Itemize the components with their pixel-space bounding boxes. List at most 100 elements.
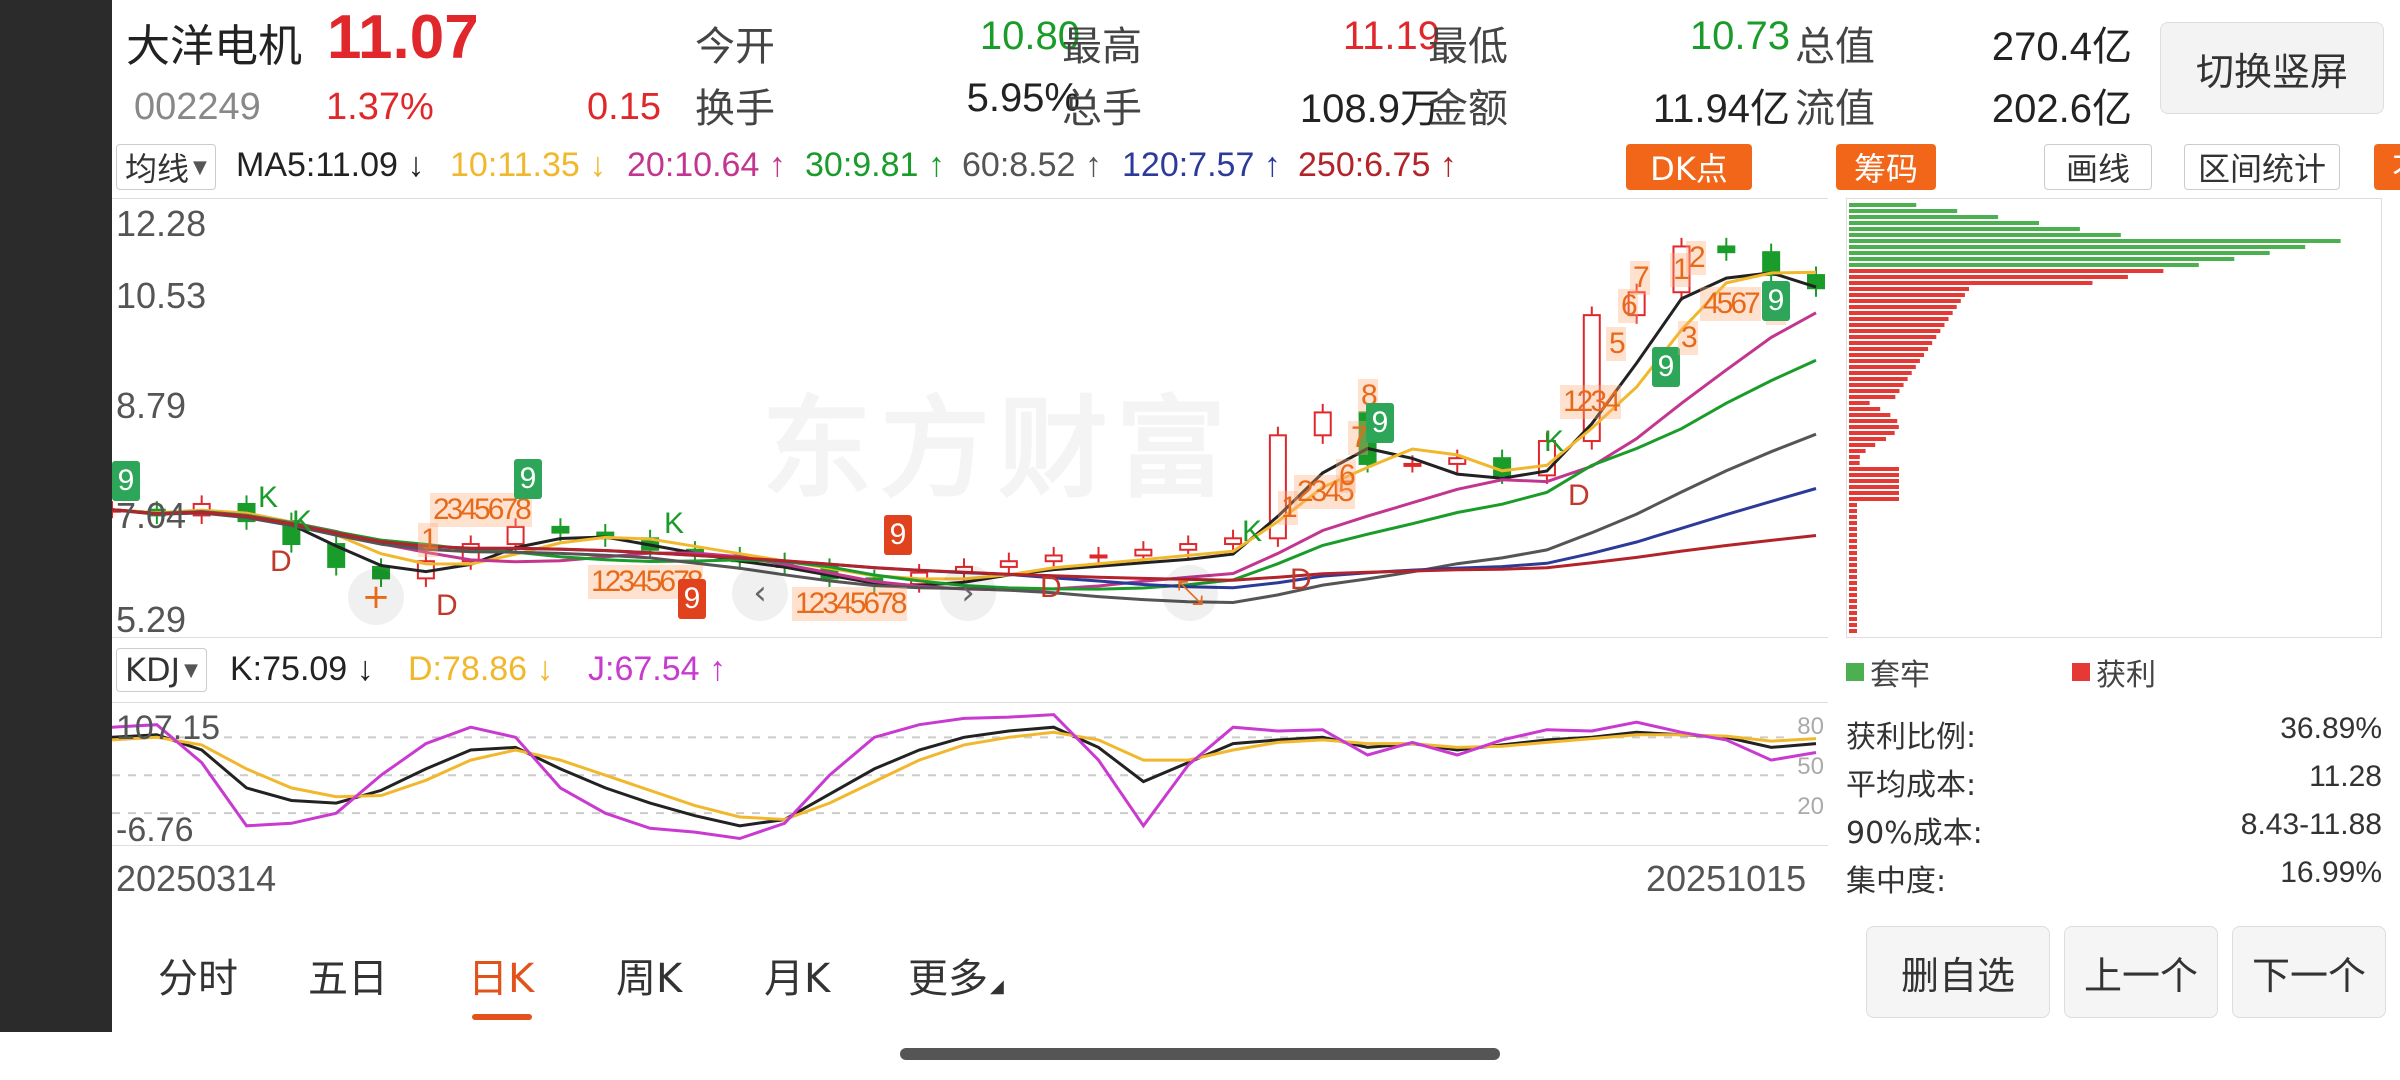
chip-bar — [1849, 311, 1953, 315]
ma-selector[interactable]: 均线 ▼ — [116, 144, 216, 190]
chip-stat-row: 90%成本: 8.43-11.88 — [1846, 808, 2382, 852]
dropdown-triangle-icon: ▼ — [193, 156, 207, 178]
tab-weekly-k[interactable]: 周K — [616, 956, 683, 1002]
previous-stock-button[interactable]: 上一个 — [2064, 926, 2218, 1018]
chip-bar — [1849, 503, 1857, 507]
kdj-chart[interactable]: 107.15 -6.76 80 50 20 — [112, 702, 1828, 849]
kdj-ref-20: 20 — [1797, 793, 1824, 820]
chip-bar — [1849, 539, 1857, 543]
chip-bar — [1849, 419, 1898, 423]
chip-stat-value: 16.99% — [2280, 856, 2382, 889]
nine-signal-marker: 9 — [1366, 403, 1394, 443]
chip-bar — [1849, 329, 1941, 333]
switch-portrait-button[interactable]: 切换竖屏 — [2160, 22, 2384, 114]
tab-daily-k[interactable]: 日K — [468, 956, 535, 1002]
sequence-marker: 12345678 — [792, 587, 907, 621]
candle-body — [999, 560, 1018, 568]
legend-trapped-label: 套牢 — [1870, 658, 1930, 693]
ma-selector-label: 均线 — [125, 150, 190, 188]
kline-chart[interactable]: 东方财富 12.28 10.53 8.79 7.04 5.29 9 K K D … — [112, 198, 1828, 640]
high-label: 最高 — [1062, 24, 1142, 70]
chip-bar — [1849, 593, 1857, 597]
tab-five-day[interactable]: 五日 — [308, 956, 388, 1002]
candle-body — [1044, 554, 1063, 563]
amount-value: 11.94亿 — [1652, 87, 1790, 131]
chip-bar — [1849, 617, 1857, 621]
candle-body — [1627, 291, 1646, 317]
indicator-selector[interactable]: KDJ ▼ — [116, 648, 207, 692]
chips-button[interactable]: 筹码 — [1836, 144, 1936, 190]
sequence-marker: 7 — [1630, 261, 1650, 295]
kdj-j-value: J:67.54 ↑ — [588, 650, 726, 688]
chip-stat-label: 获利比例: — [1846, 720, 1977, 755]
collapse-icon[interactable]: ⤡ — [1162, 565, 1218, 621]
chip-bar — [1849, 527, 1857, 531]
tab-more-label: 更多 — [908, 956, 988, 1002]
chip-bar — [1849, 359, 1920, 363]
sequence-marker: 5 — [1606, 327, 1626, 361]
legend-profit: 获利 — [2072, 650, 2156, 694]
ma-bar: 均线 ▼ MA5:11.09 ↓ 10:11.35 ↓ 20:10.64 ↑ 30… — [112, 140, 2400, 196]
legend-swatch — [1846, 663, 1864, 681]
no-adjust-button[interactable]: 不复权 — [2374, 144, 2400, 190]
chip-bar — [1849, 629, 1857, 633]
price-axis-tick: 7.04 — [116, 495, 187, 536]
kdj-axis-bottom: -6.76 — [116, 811, 194, 849]
kdj-bar: KDJ ▼ K:75.09 ↓ D:78.86 ↓ J:67.54 ↑ — [112, 646, 1828, 696]
d-signal-marker: D — [436, 589, 458, 622]
price-axis-tick: 5.29 — [116, 599, 187, 640]
sequence-marker: 7 — [1348, 421, 1368, 455]
chip-bar — [1849, 443, 1876, 447]
scroll-left-icon[interactable]: ‹ — [732, 565, 788, 621]
chip-bar — [1849, 479, 1899, 483]
chip-bar — [1849, 293, 1965, 297]
ma-line-MA5 — [112, 271, 1817, 588]
dk-point-button[interactable]: DK点 — [1626, 144, 1752, 190]
crosshair-icon[interactable]: + — [348, 569, 404, 625]
k-signal-marker: K — [1544, 425, 1565, 458]
draw-line-button[interactable]: 画线 — [2044, 144, 2152, 190]
candle-body — [1403, 462, 1422, 467]
chip-stat-label: 平均成本: — [1846, 768, 1977, 803]
tab-monthly-k[interactable]: 月K — [764, 956, 831, 1002]
remove-watchlist-button[interactable]: 删自选 — [1866, 926, 2050, 1018]
candle-body — [1313, 411, 1332, 437]
ma10-value: 10:11.35 ↓ — [450, 146, 607, 184]
chip-bar — [1849, 335, 1937, 339]
volume-value: 108.9万 — [1299, 87, 1440, 131]
price-axis-tick: 12.28 — [116, 203, 207, 244]
left-edge-strip — [0, 0, 112, 1032]
start-date: 20250314 — [116, 858, 277, 899]
chip-bar — [1849, 449, 1866, 453]
chip-bar — [1849, 605, 1857, 609]
kdj-line-J — [112, 713, 1817, 841]
chip-bar — [1849, 239, 2341, 243]
chip-stat-row: 平均成本: 11.28 — [1846, 760, 2382, 804]
chip-bar — [1849, 551, 1857, 555]
scroll-right-icon[interactable]: › — [940, 565, 996, 621]
chip-bar — [1849, 221, 2039, 225]
candle-body — [1089, 554, 1108, 559]
price-axis-tick: 10.53 — [116, 275, 207, 316]
quote-header: 大洋电机 11.07 002249 1.37% 0.15 今开 10.80 最高… — [112, 0, 2400, 140]
candle-body — [1493, 457, 1512, 477]
tab-more[interactable]: 更多 ◢ — [908, 946, 1004, 1004]
home-indicator[interactable] — [900, 1048, 1500, 1060]
float-label: 流值 — [1795, 86, 1875, 132]
chip-bar — [1849, 461, 1860, 465]
kdj-d-value: D:78.86 ↓ — [408, 650, 554, 688]
open-value: 10.80 — [979, 14, 1080, 58]
next-stock-button[interactable]: 下一个 — [2232, 926, 2386, 1018]
chip-bar — [1849, 431, 1895, 435]
candle-body — [1717, 245, 1736, 254]
chip-bar — [1849, 575, 1857, 579]
chip-bar — [1849, 599, 1857, 603]
interval-stats-button[interactable]: 区间统计 — [2184, 144, 2340, 190]
kdj-axis-top: 107.15 — [116, 709, 220, 747]
dropdown-triangle-icon: ▼ — [184, 659, 198, 681]
tab-intraday[interactable]: 分时 — [158, 956, 238, 1002]
chip-bar — [1849, 587, 1857, 591]
sequence-marker: 6 — [1336, 459, 1356, 493]
ma5-value: MA5:11.09 ↓ — [236, 146, 425, 184]
candle-body — [1224, 537, 1243, 546]
